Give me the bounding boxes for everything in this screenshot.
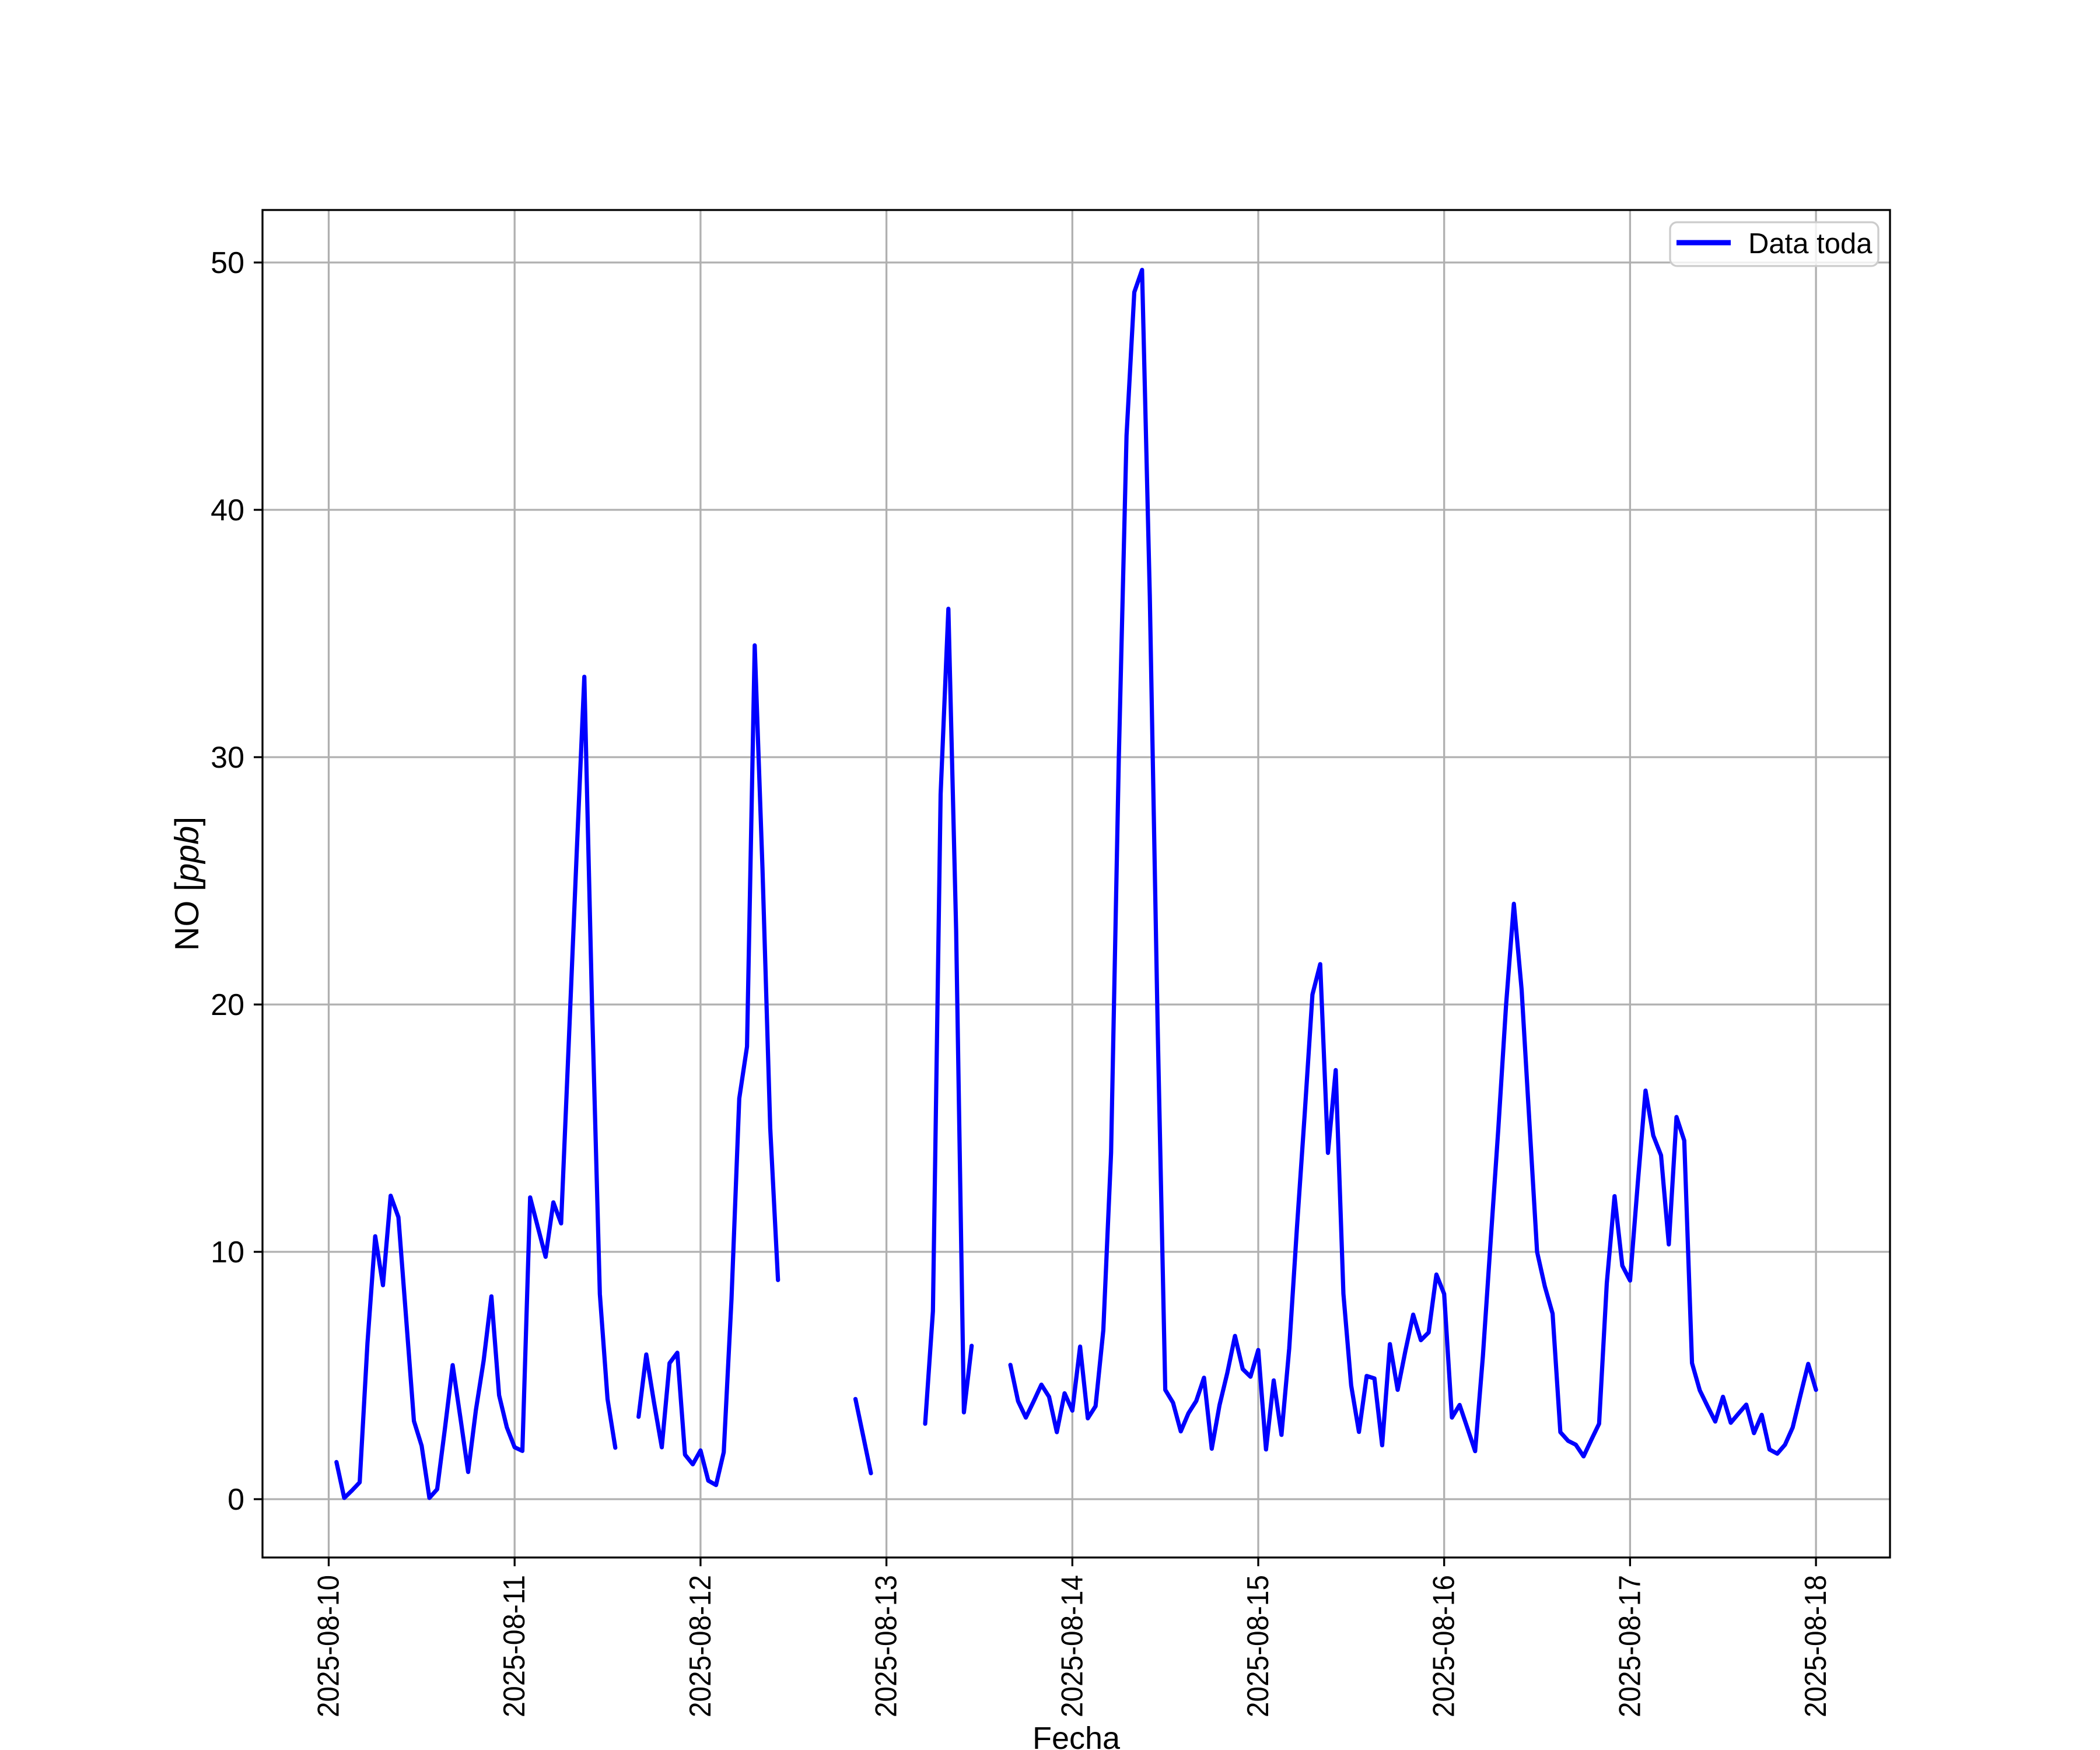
svg-text:20: 20 [211, 988, 244, 1022]
svg-text:50: 50 [211, 246, 244, 280]
svg-text:10: 10 [211, 1236, 244, 1269]
svg-text:2025-08-15: 2025-08-15 [1241, 1575, 1275, 1717]
svg-text:2025-08-10: 2025-08-10 [312, 1575, 346, 1717]
svg-text:Fecha: Fecha [1032, 1721, 1121, 1750]
svg-text:NO [ppb]: NO [ppb] [169, 817, 206, 951]
svg-text:2025-08-18: 2025-08-18 [1799, 1575, 1833, 1717]
svg-text:2025-08-11: 2025-08-11 [498, 1575, 531, 1717]
svg-text:40: 40 [211, 494, 244, 527]
svg-text:0: 0 [228, 1483, 244, 1517]
svg-text:2025-08-17: 2025-08-17 [1613, 1575, 1647, 1717]
svg-text:2025-08-13: 2025-08-13 [870, 1575, 904, 1717]
svg-text:2025-08-14: 2025-08-14 [1055, 1575, 1089, 1717]
svg-text:2025-08-16: 2025-08-16 [1427, 1575, 1461, 1717]
svg-text:30: 30 [211, 741, 244, 775]
svg-text:Data toda: Data toda [1748, 228, 1873, 260]
svg-text:2025-08-12: 2025-08-12 [684, 1575, 718, 1717]
